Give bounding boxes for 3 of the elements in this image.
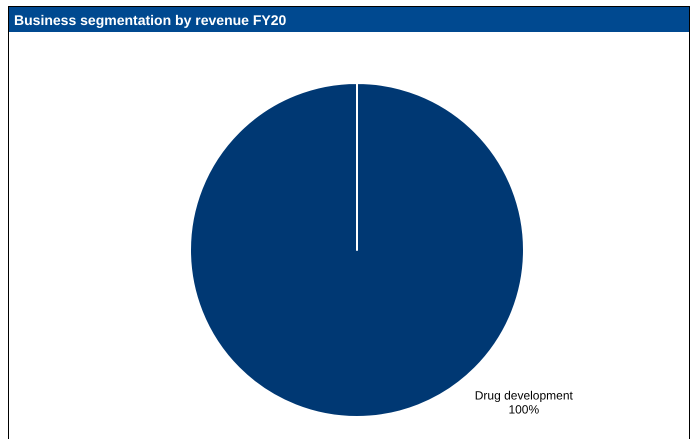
slice-label: Drug development	[474, 388, 574, 403]
data-label: 100%	[508, 402, 540, 417]
chart-title: Business segmentation by revenue FY20	[14, 12, 287, 28]
